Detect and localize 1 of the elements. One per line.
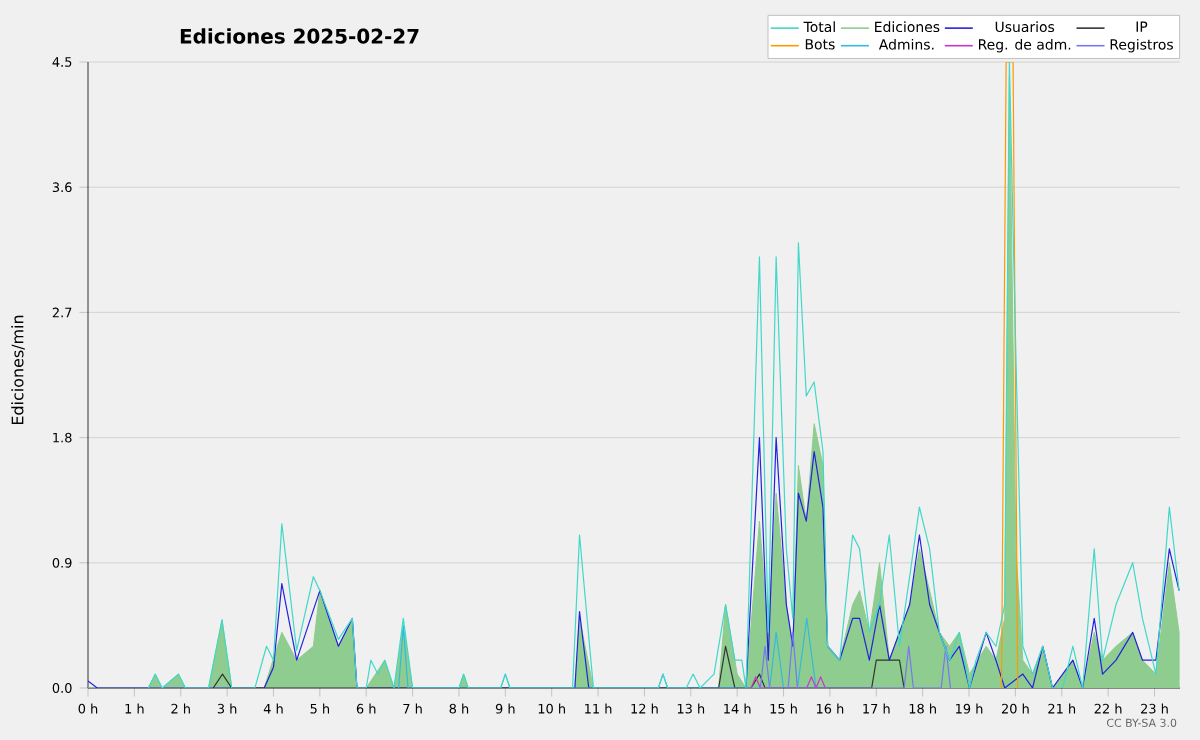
chart-title: Ediciones 2025-02-27 xyxy=(180,28,419,44)
